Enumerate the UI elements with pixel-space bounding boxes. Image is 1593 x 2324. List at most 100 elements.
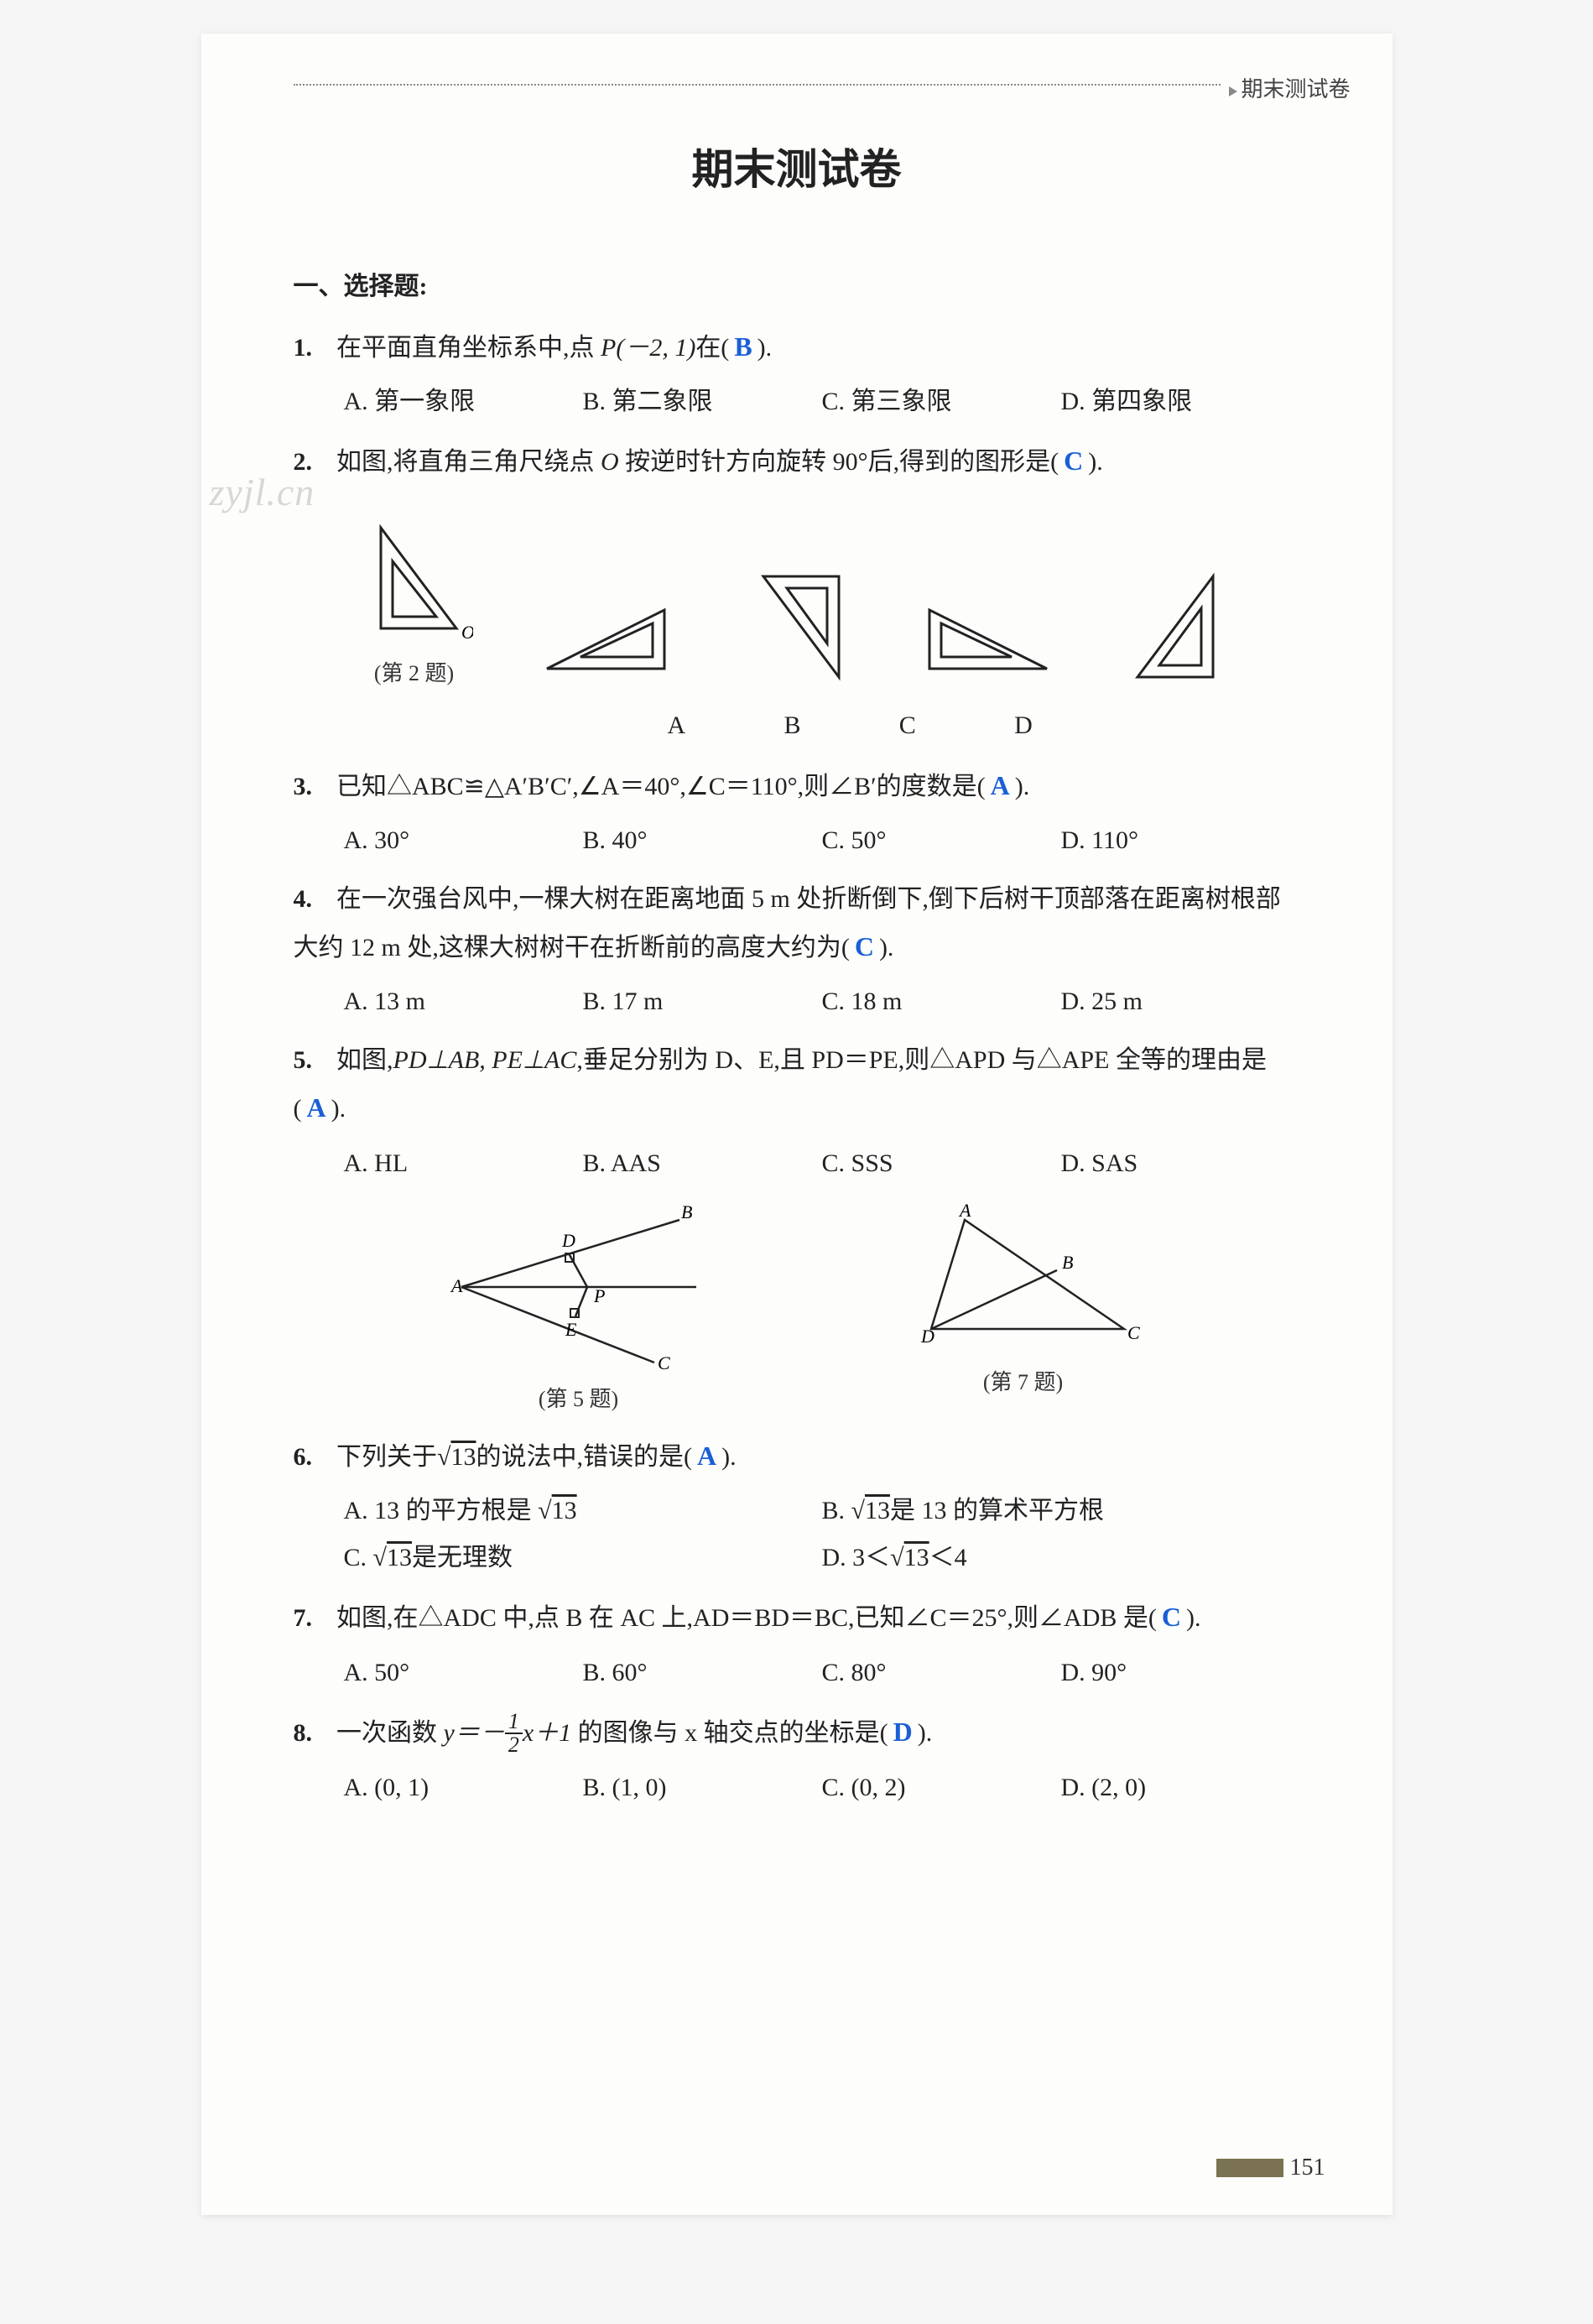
caption: (第 7 题) (898, 1363, 1149, 1403)
option-b: B. 第二象限 (583, 378, 822, 425)
option-a: A. (0, 1) (344, 1764, 583, 1811)
option-b: B. AAS (583, 1140, 822, 1187)
eq: PD⊥AB, PE⊥AC (393, 1046, 577, 1074)
options: A. 30° B. 40° C. 50° D. 110° (344, 817, 1300, 864)
option-d: D. 第四象限 (1061, 378, 1300, 425)
question-6: 6. 下列关于√13的说法中,错误的是(A). A. 13 的平方根是 √13 … (294, 1431, 1300, 1581)
text: 如图, (336, 1046, 393, 1074)
figure-labels: A B C D (495, 702, 1082, 749)
svg-text:B: B (1062, 1252, 1073, 1273)
option-d: D. (2, 0) (1061, 1764, 1300, 1811)
text: ). (331, 1095, 346, 1123)
text: ). (721, 1443, 737, 1471)
option-d: D. 3＜√13＜4 (822, 1535, 1300, 1581)
qnum: 4. (294, 876, 331, 923)
question-4: 4. 在一次强台风中,一棵大树在距离地面 5 m 处折断倒下,倒下后树干顶部落在… (294, 876, 1300, 1025)
answer: A (692, 1441, 721, 1471)
figure-original: O (第 2 题) (356, 511, 473, 694)
sqrt-val: 13 (865, 1497, 890, 1524)
page-number: 151 (1216, 2155, 1325, 2181)
qtext: 如图,在△ADC 中,点 B 在 AC 上,AD＝BD＝BC,已知∠C＝25°,… (336, 1604, 1201, 1632)
triangle-c-icon (913, 593, 1064, 694)
qtext: 如图,将直角三角尺绕点 O 按逆时针方向旋转 90°后,得到的图形是(C). (336, 448, 1103, 476)
label-a: A (667, 702, 685, 749)
answer: A (302, 1092, 331, 1123)
label (544, 702, 569, 749)
triangle-a-icon (530, 593, 681, 694)
sqrt: √13 (437, 1443, 476, 1471)
fraction: 12 (505, 1711, 523, 1756)
qnum: 7. (294, 1595, 331, 1642)
figure-d (1121, 560, 1238, 694)
q5-diagram-icon: A B C D E P (445, 1203, 713, 1371)
sqrt-val: 13 (552, 1497, 577, 1524)
svg-text:A: A (450, 1275, 463, 1296)
options: A. HL B. AAS C. SSS D. SAS (344, 1140, 1300, 1187)
q7-diagram-icon: A B C D (898, 1203, 1149, 1354)
option-b: B. 17 m (583, 978, 822, 1025)
option-b: B. (1, 0) (583, 1764, 822, 1811)
text: 在( (695, 334, 729, 362)
sqrt: √13 (538, 1497, 576, 1524)
text: 的图像与 x 轴交点的坐标是( (571, 1719, 888, 1747)
option-a: A. 第一象限 (344, 378, 583, 425)
option-c: C. 18 m (822, 978, 1061, 1025)
options: A. (0, 1) B. (1, 0) C. (0, 2) D. (2, 0) (344, 1764, 1300, 1811)
options: A. 第一象限 B. 第二象限 C. 第三象限 D. 第四象限 (344, 378, 1300, 425)
question-1: 1. 在平面直角坐标系中,点 P(－2, 1)在(B). A. 第一象限 B. … (294, 322, 1300, 425)
text: 如图,在△ADC 中,点 B 在 AC 上,AD＝BD＝BC,已知∠C＝25°,… (336, 1604, 1157, 1632)
option-b: B. 40° (583, 817, 822, 864)
page-title: 期末测试卷 (243, 136, 1351, 196)
eq: y＝－12x＋1 (444, 1719, 572, 1747)
option-b: B. 60° (583, 1649, 822, 1696)
option-d: D. 90° (1061, 1649, 1300, 1696)
option-c: C. SSS (822, 1140, 1061, 1187)
qtext: 已知△ABC≌△A′B′C′,∠A＝40°,∠C＝110°,则∠B′的度数是(A… (336, 773, 1029, 800)
svg-text:O: O (461, 622, 473, 643)
text: D. 3＜ (822, 1544, 891, 1571)
text: 下列关于 (336, 1443, 437, 1471)
text: ). (1186, 1604, 1201, 1632)
text: 按逆时针方向旋转 90°后,得到的图形是( (619, 448, 1059, 476)
text: ). (1088, 448, 1103, 476)
option-c: C. 80° (822, 1649, 1061, 1696)
triangle-d-icon (1121, 560, 1238, 694)
text: 是无理数 (412, 1544, 513, 1571)
option-c: C. √13是无理数 (344, 1535, 822, 1581)
option-a: A. 30° (344, 817, 583, 864)
text: B. (822, 1497, 851, 1524)
text: 如图,将直角三角尺绕点 (336, 448, 601, 476)
option-a: A. 13 m (344, 978, 583, 1025)
option-d: D. 110° (1061, 817, 1300, 864)
qnum: 3. (294, 763, 331, 810)
text: 已知△ABC≌△A′B′C′,∠A＝40°,∠C＝110°,则∠B′的度数是( (336, 773, 986, 800)
point: P(－2, 1) (601, 334, 695, 362)
text: ). (757, 334, 773, 362)
text: 是 13 的算术平方根 (890, 1497, 1104, 1524)
point: O (601, 448, 619, 476)
answer: C (1059, 446, 1088, 476)
caption: (第 2 题) (356, 654, 473, 694)
text: 在一次强台风中,一棵大树在距离地面 5 m 处折断倒下,倒下后树干顶部落在距离树… (294, 885, 1281, 962)
option-a: A. HL (344, 1140, 583, 1187)
sqrt-val: 13 (387, 1544, 412, 1571)
qtext: 在一次强台风中,一棵大树在距离地面 5 m 处折断倒下,倒下后树干顶部落在距离树… (294, 885, 1281, 962)
svg-text:C: C (1127, 1322, 1140, 1343)
figure-row-q2: O (第 2 题) (327, 511, 1267, 694)
figure-c (913, 593, 1064, 694)
text: ). (879, 934, 894, 961)
svg-text:E: E (565, 1319, 577, 1340)
qtext: 在平面直角坐标系中,点 P(－2, 1)在(B). (336, 334, 772, 362)
answer: C (1157, 1602, 1186, 1632)
question-8: 8. 一次函数 y＝－12x＋1 的图像与 x 轴交点的坐标是(D). A. (… (294, 1707, 1300, 1811)
option-a: A. 50° (344, 1649, 583, 1696)
content: 一、选择题: 1. 在平面直角坐标系中,点 P(－2, 1)在(B). A. 第… (243, 263, 1351, 1811)
den: 2 (505, 1734, 523, 1756)
qnum: 6. (294, 1434, 331, 1481)
svg-text:A: A (958, 1203, 971, 1221)
label-d: D (1014, 702, 1033, 749)
option-c: C. 第三象限 (822, 378, 1061, 425)
options: A. 50° B. 60° C. 80° D. 90° (344, 1649, 1300, 1696)
text: A. 13 的平方根是 (344, 1497, 539, 1524)
question-7: 7. 如图,在△ADC 中,点 B 在 AC 上,AD＝BD＝BC,已知∠C＝2… (294, 1592, 1300, 1696)
